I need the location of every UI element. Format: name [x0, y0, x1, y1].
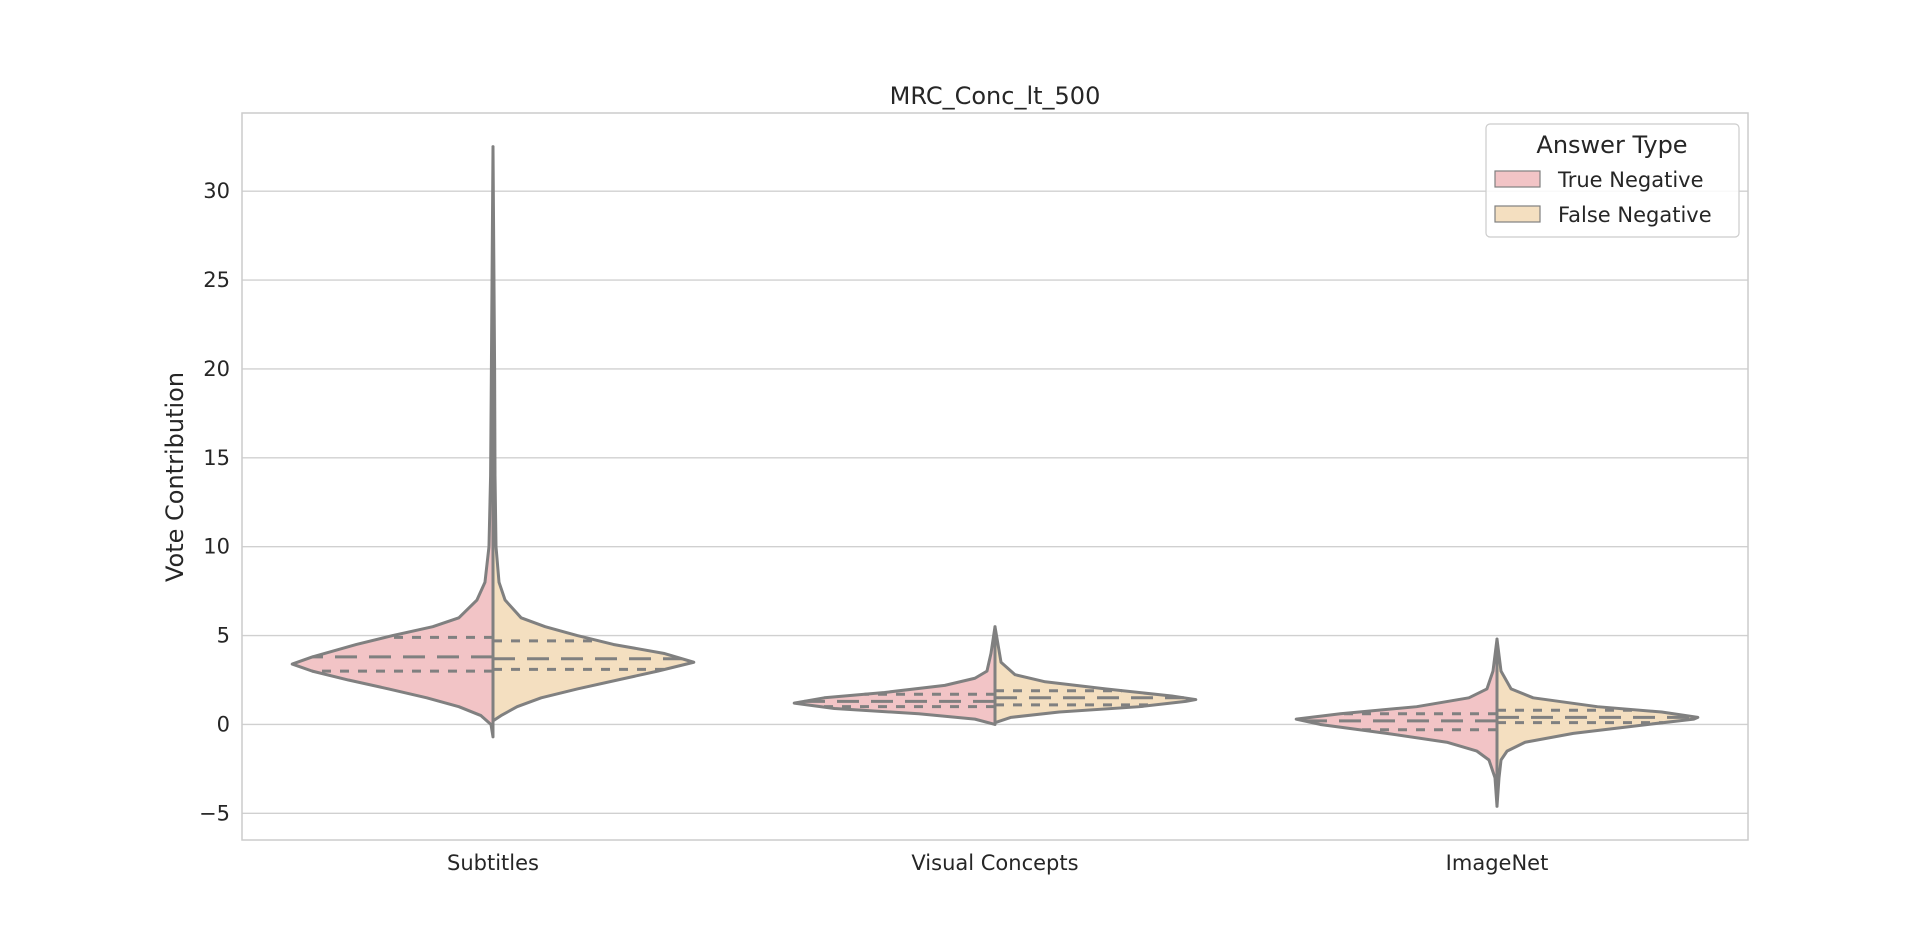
y-tick-label: −5 [199, 801, 230, 825]
y-tick-label: 20 [203, 357, 230, 381]
violin-half [1495, 637, 1700, 808]
x-tick-label: Subtitles [447, 851, 539, 875]
legend-swatch-true-negative [1494, 170, 1541, 188]
y-axis-label: Vote Contribution [161, 372, 189, 582]
legend-label-true-negative: True Negative [1557, 168, 1704, 192]
x-tick-label: ImageNet [1446, 851, 1549, 875]
violin-half [290, 145, 495, 739]
y-tick-label: 10 [203, 535, 230, 559]
legend: Answer Type True Negative False Negative [1485, 123, 1740, 238]
y-tick-label: 0 [217, 712, 230, 736]
x-tick-label: Visual Concepts [911, 851, 1078, 875]
y-tick-labels: −5 0 5 10 15 20 25 30 [199, 179, 230, 825]
chart-title: MRC_Conc_lt_500 [890, 82, 1101, 110]
violins [290, 145, 1700, 808]
y-tick-label: 25 [203, 268, 230, 292]
legend-swatch-false-negative [1494, 205, 1541, 223]
violin-half [491, 145, 696, 723]
y-tick-label: 30 [203, 179, 230, 203]
y-tick-label: 15 [203, 446, 230, 470]
plot-frame [241, 112, 1749, 841]
violin-half [1294, 637, 1499, 808]
x-tick-labels: Subtitles Visual Concepts ImageNet [447, 851, 1548, 875]
y-tick-label: 5 [217, 624, 230, 648]
legend-label-false-negative: False Negative [1558, 203, 1712, 227]
legend-title: Answer Type [1536, 131, 1687, 159]
legend-box [1485, 123, 1740, 238]
